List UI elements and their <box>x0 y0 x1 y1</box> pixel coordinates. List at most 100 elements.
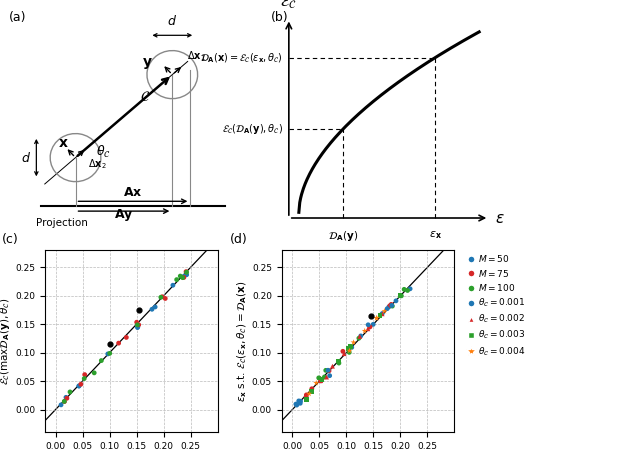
Point <box>56 401 66 409</box>
Text: $\theta_{\mathcal{C}}$: $\theta_{\mathcal{C}}$ <box>96 143 111 160</box>
Point <box>103 350 113 358</box>
Point <box>386 301 396 308</box>
Point <box>321 374 332 381</box>
Point <box>354 334 364 342</box>
Point <box>150 303 160 311</box>
Point <box>182 271 192 278</box>
Point <box>61 394 71 401</box>
Point <box>295 399 305 407</box>
Text: (b): (b) <box>271 11 289 24</box>
Point <box>405 285 415 293</box>
Point <box>132 324 143 331</box>
Point <box>182 268 192 276</box>
Point <box>363 325 373 333</box>
Point <box>157 293 167 300</box>
Point <box>134 306 145 313</box>
Point <box>307 385 317 392</box>
Point <box>175 273 186 280</box>
Text: $\mathbf{Ay}$: $\mathbf{Ay}$ <box>114 207 134 222</box>
Point <box>385 302 395 309</box>
Point <box>74 382 84 389</box>
Text: $\Delta\mathbf{x}_1$: $\Delta\mathbf{x}_1$ <box>187 49 205 63</box>
Point <box>319 373 330 380</box>
Point <box>365 323 375 330</box>
Point <box>316 377 326 384</box>
Point <box>347 344 357 351</box>
Point <box>372 314 382 322</box>
Point <box>179 274 189 281</box>
Point <box>172 276 182 283</box>
Point <box>168 282 178 289</box>
Point <box>399 286 409 293</box>
Point <box>89 369 99 376</box>
Point <box>301 393 311 400</box>
Point <box>387 302 397 309</box>
Text: $\mathbf{y}$: $\mathbf{y}$ <box>141 56 152 71</box>
Y-axis label: $\epsilon_{\mathbf{x}}$ s.t. $\mathcal{E}_{\mathcal{C}}(\epsilon_{\mathbf{x}}, \: $\epsilon_{\mathbf{x}}$ s.t. $\mathcal{E… <box>236 281 249 402</box>
Text: $\mathcal{C}$: $\mathcal{C}$ <box>140 90 150 104</box>
Point <box>391 297 401 304</box>
Point <box>396 292 406 299</box>
Point <box>380 308 390 315</box>
Point <box>346 343 356 350</box>
Text: $d$: $d$ <box>167 14 177 28</box>
Point <box>79 371 90 378</box>
Point <box>314 374 324 381</box>
Point <box>315 375 325 382</box>
Point <box>324 367 334 374</box>
Text: $\mathcal{E}_{\mathcal{C}}$: $\mathcal{E}_{\mathcal{C}}$ <box>280 0 297 11</box>
Point <box>177 274 188 281</box>
Point <box>304 390 314 397</box>
Point <box>371 314 381 322</box>
Text: $\mathcal{E}_{\mathcal{C}}(\mathcal{D}_{\mathbf{A}}(\mathbf{y}),\theta_{\mathcal: $\mathcal{E}_{\mathcal{C}}(\mathcal{D}_{… <box>222 122 283 136</box>
Point <box>363 321 373 329</box>
Point <box>344 347 355 354</box>
Point <box>113 339 124 347</box>
Point <box>365 312 376 319</box>
Point <box>386 302 396 309</box>
Point <box>79 375 90 382</box>
Point <box>375 312 385 319</box>
Point <box>62 394 72 402</box>
Point <box>134 321 144 329</box>
Point <box>395 292 405 299</box>
Point <box>377 310 387 317</box>
Point <box>382 305 392 312</box>
Text: (d): (d) <box>230 233 248 246</box>
Point <box>60 398 70 405</box>
Text: $\epsilon_{\mathbf{x}}$: $\epsilon_{\mathbf{x}}$ <box>429 229 442 241</box>
Point <box>132 323 143 330</box>
Point <box>59 398 69 405</box>
Point <box>132 318 142 326</box>
Point <box>368 321 378 328</box>
Point <box>316 377 326 384</box>
Point <box>96 357 106 364</box>
Point <box>339 350 349 357</box>
Point <box>104 350 115 357</box>
Point <box>104 340 115 348</box>
Point <box>291 400 301 408</box>
Point <box>121 334 131 341</box>
Text: $\Delta\mathbf{x}_2$: $\Delta\mathbf{x}_2$ <box>88 157 106 171</box>
Point <box>324 372 335 379</box>
Point <box>307 388 317 395</box>
Point <box>321 367 331 374</box>
Point <box>160 295 170 302</box>
Point <box>355 333 365 340</box>
Point <box>348 339 358 346</box>
Point <box>132 321 143 329</box>
Point <box>333 357 344 364</box>
Point <box>294 397 304 404</box>
Text: $\mathcal{D}_{\mathbf{A}}(\mathbf{x}) = \mathcal{E}_{\mathcal{C}}(\epsilon_{\mat: $\mathcal{D}_{\mathbf{A}}(\mathbf{x}) = … <box>200 51 283 65</box>
Point <box>403 287 413 294</box>
Point <box>156 293 166 301</box>
Text: (a): (a) <box>9 11 26 24</box>
Point <box>317 375 327 383</box>
Text: $d$: $d$ <box>20 151 31 165</box>
Text: $\mathbf{Ax}$: $\mathbf{Ax}$ <box>123 186 143 199</box>
Point <box>179 273 189 280</box>
Point <box>323 367 333 374</box>
Y-axis label: $\mathcal{E}_{\mathcal{C}}(\max \mathcal{D}_{\mathbf{A}}(\mathbf{y}), \theta_{\m: $\mathcal{E}_{\mathcal{C}}(\max \mathcal… <box>0 298 12 385</box>
Point <box>301 396 312 403</box>
Text: (c): (c) <box>2 233 19 246</box>
